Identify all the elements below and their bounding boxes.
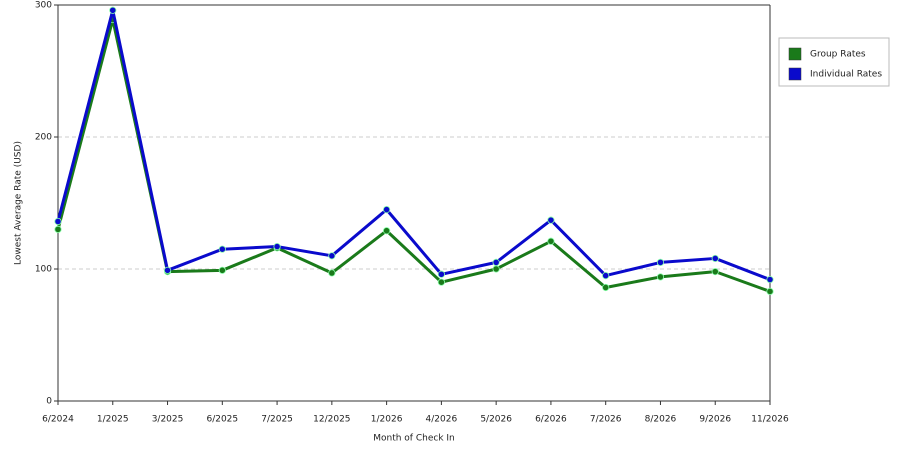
x-tick-label: 6/2025 — [206, 415, 238, 425]
point — [547, 237, 555, 245]
x-tick-label: 6/2026 — [535, 415, 567, 425]
x-tick-label: 7/2026 — [590, 415, 622, 425]
y-tick-label: 0 — [46, 397, 52, 407]
x-axis-label: Month of Check In — [373, 434, 455, 444]
series-line — [56, 18, 771, 293]
point — [656, 258, 665, 266]
point — [328, 252, 336, 260]
legend-label: Individual Rates — [810, 70, 882, 80]
point — [711, 254, 719, 263]
point — [383, 227, 391, 235]
point — [766, 287, 774, 296]
point — [437, 270, 445, 278]
y-axis-label: Lowest Average Rate (USD) — [14, 141, 24, 265]
legend-label: Group Rates — [810, 50, 866, 60]
point — [109, 6, 117, 14]
point — [383, 206, 391, 214]
point — [54, 225, 62, 233]
legend-swatch — [788, 67, 802, 81]
x-tick-label: 8/2026 — [645, 415, 677, 425]
x-tick-label: 3/2025 — [152, 415, 184, 425]
x-tick-label: 1/2026 — [371, 415, 403, 425]
point — [54, 217, 62, 226]
x-tick-label: 6/2024 — [42, 415, 74, 425]
y-tick-label: 100 — [35, 265, 52, 275]
x-tick-label: 11/2026 — [751, 415, 789, 425]
point — [328, 269, 336, 277]
point — [766, 275, 774, 284]
y-tick-label: 200 — [35, 133, 52, 143]
point — [163, 266, 172, 274]
point — [547, 216, 555, 224]
x-tick-label: 4/2026 — [426, 415, 458, 425]
point — [218, 245, 226, 253]
point — [711, 268, 719, 276]
x-tick-label: 9/2026 — [699, 415, 731, 425]
x-tick-label: 12/2025 — [313, 415, 350, 425]
legend-swatch — [788, 47, 802, 61]
x-tick-label: 7/2025 — [261, 415, 293, 425]
point — [602, 283, 610, 292]
x-tick-label: 5/2026 — [480, 415, 512, 425]
point — [437, 278, 445, 286]
point — [492, 265, 500, 273]
series-line — [56, 8, 771, 281]
point — [656, 273, 665, 281]
point — [602, 271, 610, 280]
y-tick-label: 300 — [35, 1, 52, 11]
x-tick-label: 1/2025 — [97, 415, 129, 425]
point — [273, 242, 281, 251]
point — [218, 266, 226, 274]
point — [492, 258, 500, 266]
